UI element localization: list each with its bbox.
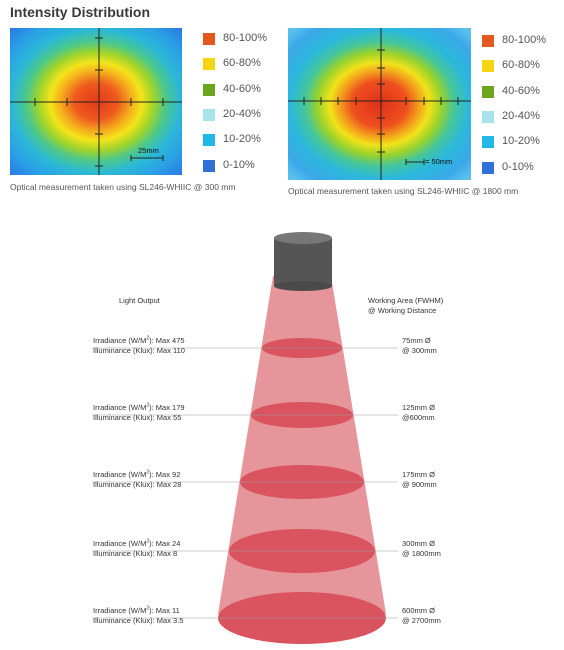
legend-label: 80-100% xyxy=(223,32,268,44)
heatmap-caption: Optical measurement taken using SL246-WH… xyxy=(10,182,236,192)
legend-swatch xyxy=(482,110,494,123)
legend-label: 20-40% xyxy=(502,109,540,122)
light-output-header: Light Output xyxy=(119,296,160,305)
legend-label: 60-80% xyxy=(502,59,540,72)
legend-label: 40-60% xyxy=(502,84,540,97)
intensity-heatmap-300mm: 25mm xyxy=(10,28,182,175)
light-output-label: Irradiance (W/M2): Max 92 Illuminance (Kl… xyxy=(93,469,182,489)
light-fixture xyxy=(274,232,332,291)
light-output-label: Irradiance (W/M2): Max 475 Illuminance (K… xyxy=(93,335,185,355)
legend-swatch xyxy=(203,108,215,121)
intensity-legend: 80-100% 60-80% 40-60% 20-40% 10-20% 0-10% xyxy=(482,33,562,183)
legend-swatch xyxy=(482,85,494,98)
legend-label: 20-40% xyxy=(223,107,261,120)
working-area-header: Working Area (FWHM) @ Working Distance xyxy=(368,296,444,315)
legend-label: 0-10% xyxy=(502,160,534,173)
legend-swatch xyxy=(482,136,494,149)
working-area-label: 600mm Ø @ 2700mm xyxy=(402,606,441,625)
legend-swatch xyxy=(482,60,494,73)
working-area-label: 175mm Ø @ 900mm xyxy=(402,470,437,489)
heatmap-caption: Optical measurement taken using SL246-WH… xyxy=(288,186,519,196)
legend-swatch xyxy=(203,58,215,71)
working-area-label: 125mm Ø @600mm xyxy=(402,403,435,422)
light-output-label: Irradiance (W/M2): Max 179 Illuminance (K… xyxy=(93,402,185,422)
intensity-legend: 80-100% 60-80% 40-60% 20-40% 10-20% 0-10% xyxy=(203,31,283,181)
working-area-label: 75mm Ø @ 300mm xyxy=(402,336,437,355)
legend-label: 60-80% xyxy=(223,57,261,70)
beam-diagram: Light Output Working Area (FWHM) @ Worki… xyxy=(0,226,564,650)
working-area-label: 300mm Ø @ 1800mm xyxy=(402,539,441,558)
legend-label: 10-20% xyxy=(223,133,261,146)
legend-swatch xyxy=(203,159,215,172)
legend-label: 80-100% xyxy=(502,34,547,46)
intensity-heatmap-1800mm: = 50mm xyxy=(288,28,471,180)
legend-swatch xyxy=(482,161,494,174)
legend-swatch xyxy=(203,83,215,96)
legend-swatch xyxy=(203,33,215,45)
light-output-label: Irradiance (W/M2): Max 24 Illuminance (Kl… xyxy=(93,538,181,558)
light-cone xyxy=(218,276,386,614)
legend-label: 40-60% xyxy=(223,82,261,95)
scale-label: = 50mm xyxy=(425,157,453,166)
page-title: Intensity Distribution xyxy=(10,4,150,20)
legend-swatch xyxy=(203,134,215,147)
light-output-label: Irradiance (W/M2): Max 11 Illuminance (Kl… xyxy=(93,605,184,625)
legend-label: 0-10% xyxy=(223,158,255,171)
legend-swatch xyxy=(482,35,494,47)
scale-label: 25mm xyxy=(138,146,159,155)
legend-label: 10-20% xyxy=(502,135,540,148)
